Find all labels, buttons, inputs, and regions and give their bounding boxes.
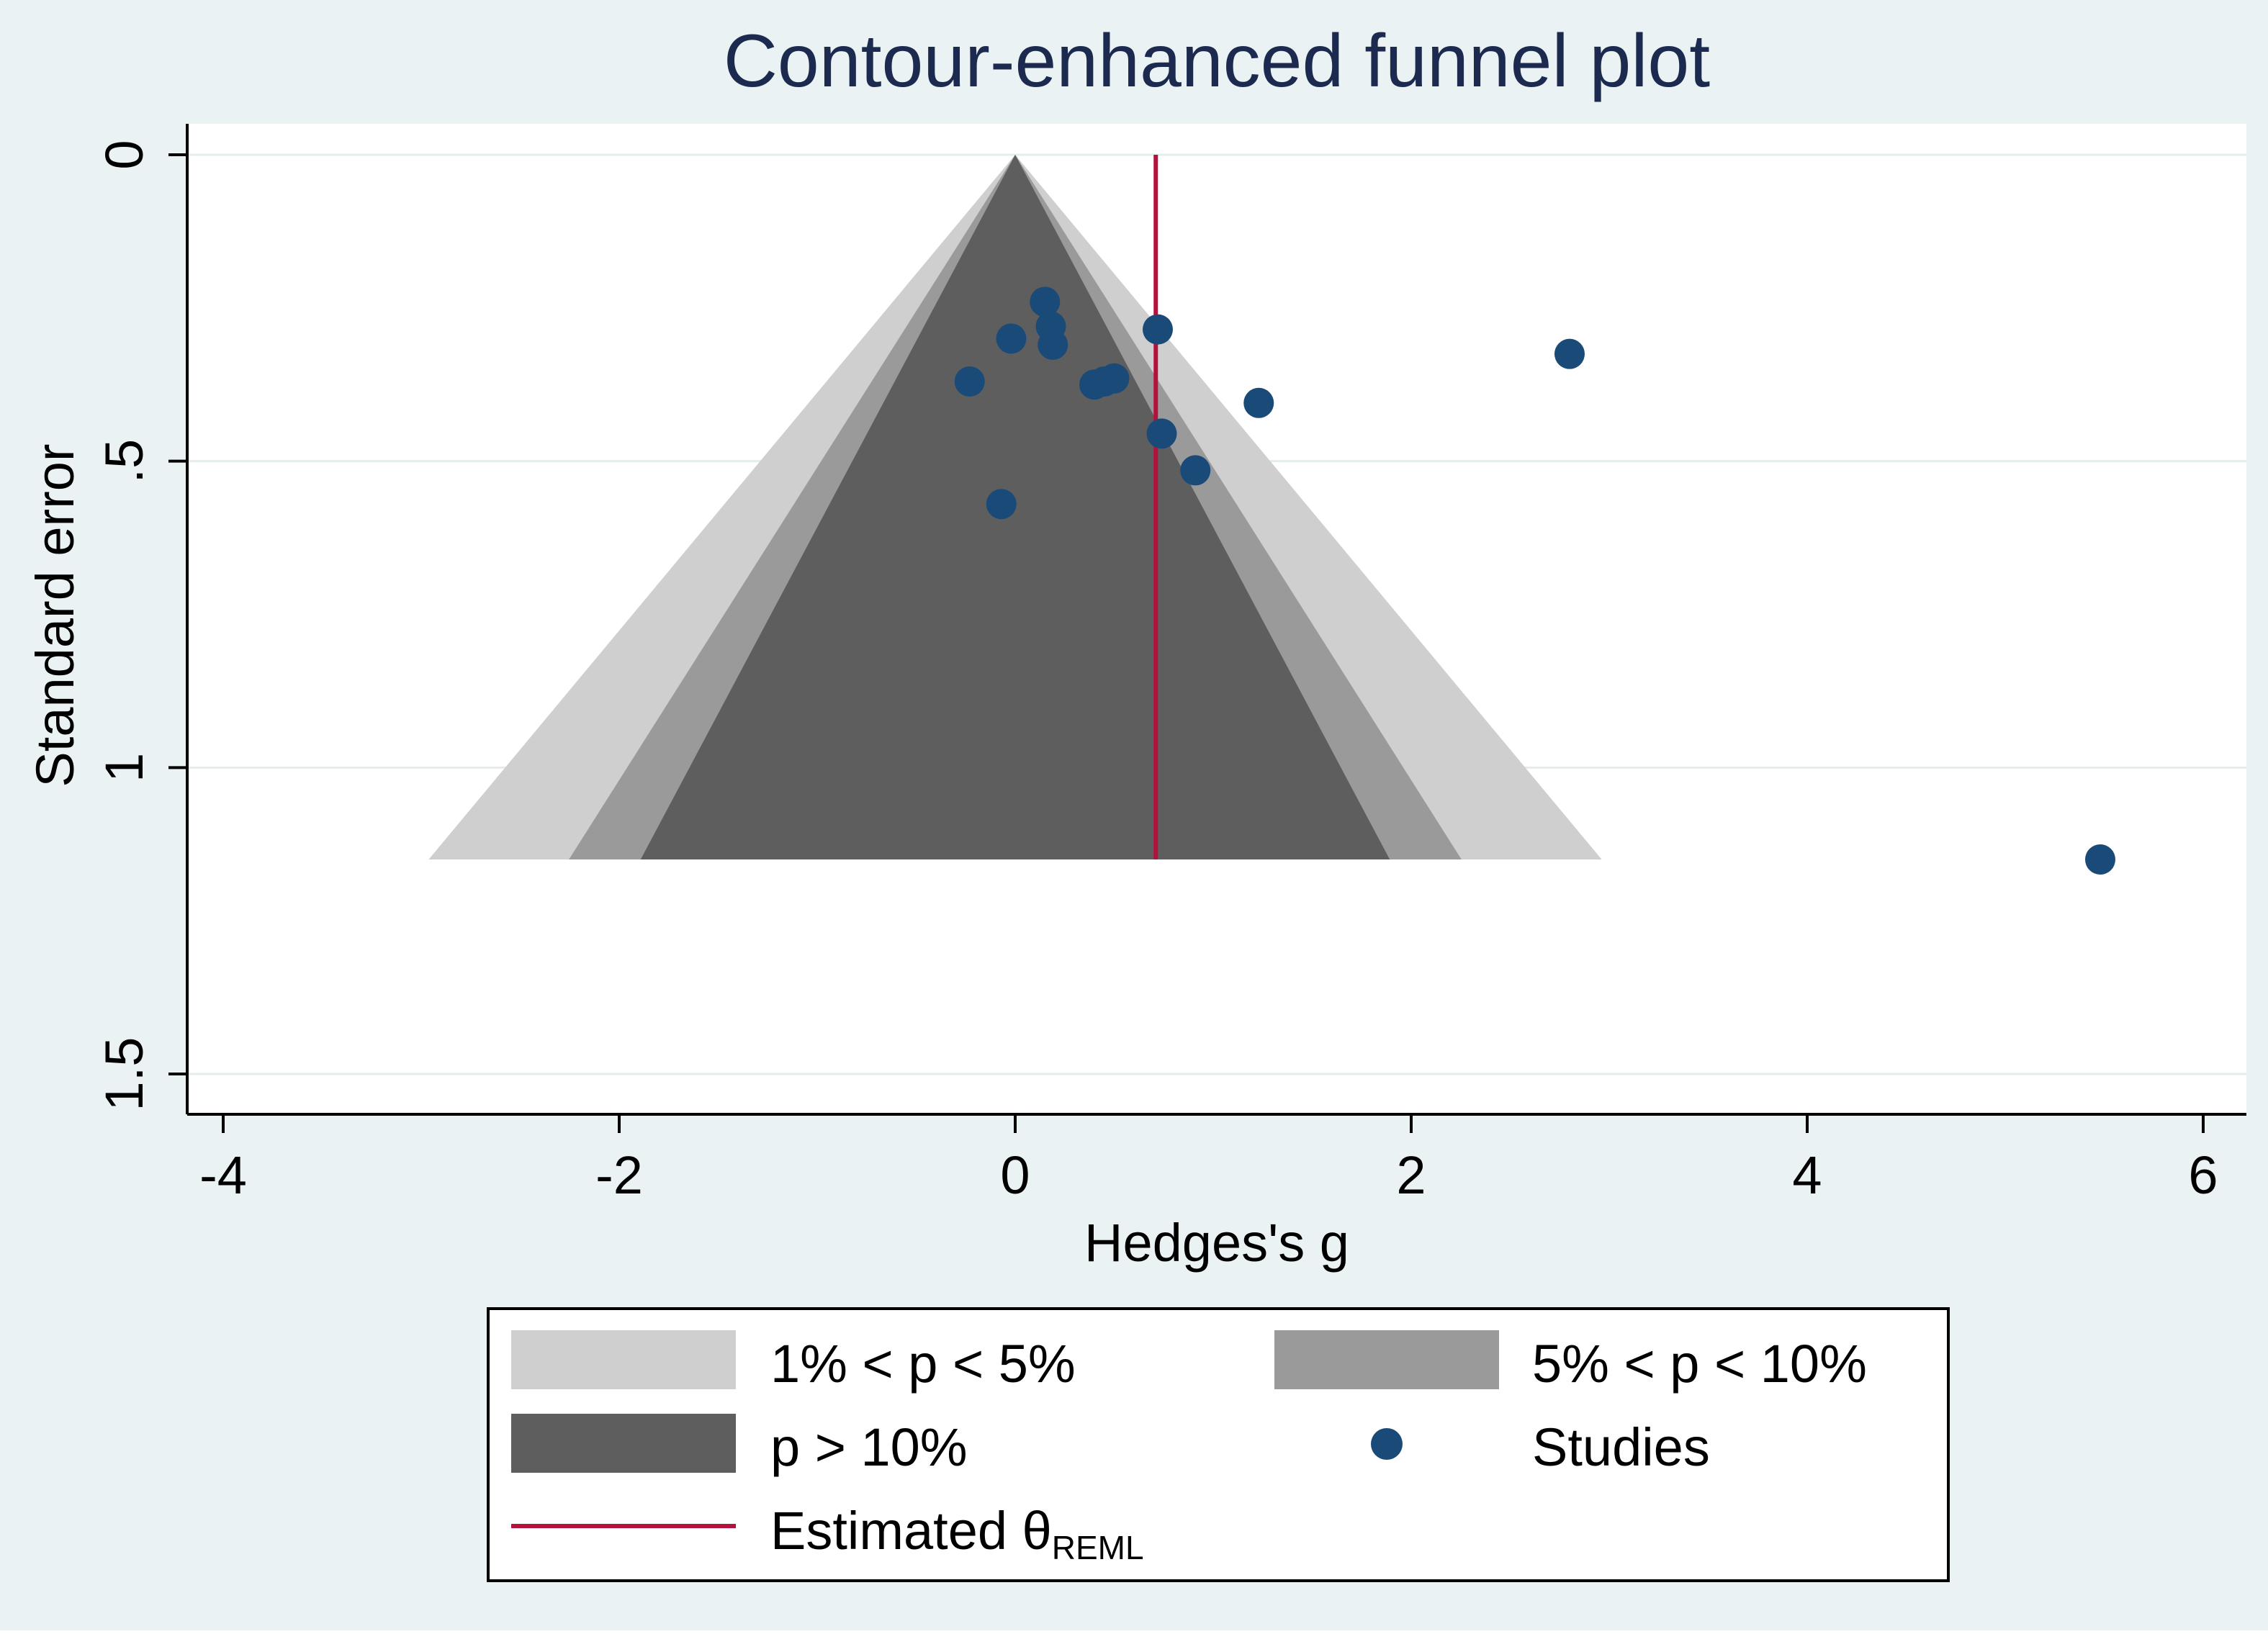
study-point-12 bbox=[1146, 418, 1177, 449]
study-point-11 bbox=[1243, 387, 1274, 418]
legend-label-1-5pct: 1% < p < 5% bbox=[770, 1334, 1076, 1394]
legend-label-5-10pct: 5% < p < 10% bbox=[1532, 1334, 1867, 1394]
x-axis-label: Hedges's g bbox=[1084, 1213, 1349, 1273]
x-tick-label-5: 6 bbox=[2188, 1145, 2218, 1205]
x-tick-label-0: -4 bbox=[199, 1145, 247, 1205]
study-point-14 bbox=[986, 489, 1017, 520]
y-tick-label-0: 0 bbox=[94, 140, 154, 169]
legend-label-p-above-10pct: p > 10% bbox=[770, 1417, 968, 1477]
legend-label-estimate: Estimated θREML bbox=[770, 1501, 1144, 1566]
legend: 1% < p < 5% 5% < p < 10% p > 10% Studies… bbox=[487, 1307, 1950, 1582]
study-point-5 bbox=[1143, 314, 1173, 345]
chart-title: Contour-enhanced funnel plot bbox=[724, 19, 1710, 103]
study-point-10 bbox=[1099, 363, 1130, 394]
study-point-6 bbox=[1554, 338, 1585, 369]
x-tick-label-4: 4 bbox=[1792, 1145, 1822, 1205]
legend-swatch-5-10pct bbox=[1274, 1330, 1499, 1389]
study-point-4 bbox=[996, 323, 1027, 354]
legend-label-studies: Studies bbox=[1532, 1417, 1710, 1477]
x-tick-label-2: 0 bbox=[1000, 1145, 1030, 1205]
study-point-1 bbox=[1030, 286, 1061, 317]
legend-label-estimate-main: Estimated θ bbox=[770, 1501, 1052, 1561]
study-point-3 bbox=[1038, 329, 1068, 360]
study-point-7 bbox=[954, 366, 985, 397]
legend-label-estimate-subscript: REML bbox=[1052, 1529, 1144, 1566]
y-tick-label-2: 1 bbox=[94, 753, 154, 782]
study-point-15 bbox=[2085, 844, 2115, 875]
x-tick-label-3: 2 bbox=[1396, 1145, 1426, 1205]
y-tick-label-1: .5 bbox=[94, 439, 154, 484]
legend-marker-studies bbox=[1371, 1428, 1403, 1460]
legend-swatch-p-above-10pct bbox=[511, 1414, 736, 1473]
legend-swatch-1-5pct bbox=[511, 1330, 736, 1389]
y-axis-label: Standard error bbox=[25, 443, 85, 787]
x-tick-label-1: -2 bbox=[595, 1145, 643, 1205]
study-point-13 bbox=[1180, 455, 1211, 486]
y-tick-label-3: 1.5 bbox=[94, 1037, 154, 1111]
